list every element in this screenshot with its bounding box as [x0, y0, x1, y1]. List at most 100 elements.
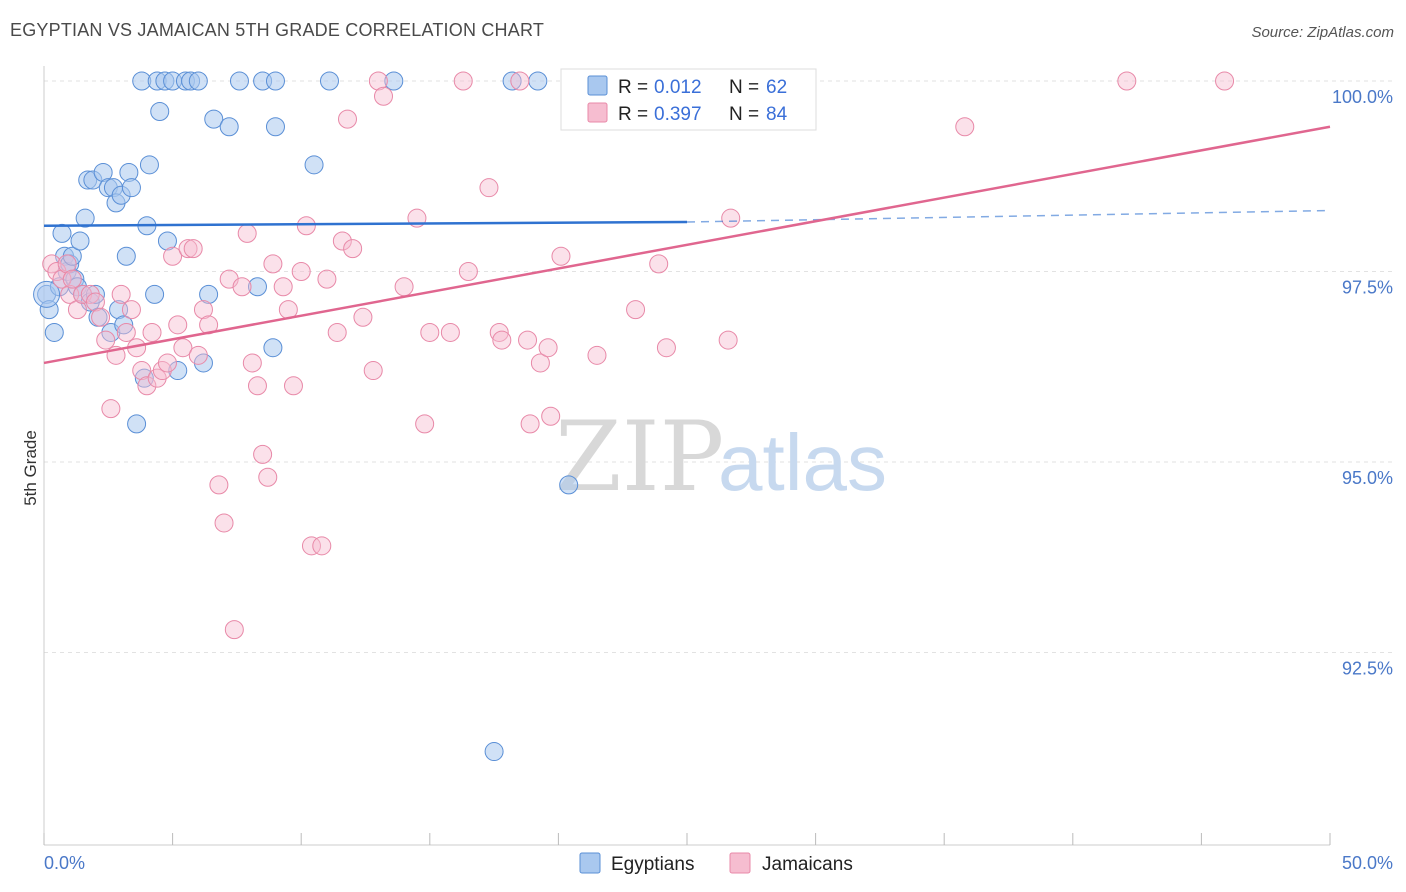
jamaican-point-5 [62, 269, 82, 289]
jamaican-point-76 [587, 345, 607, 365]
egyptians-points [33, 71, 579, 762]
legend-r-label-egyptians: R = [618, 77, 648, 98]
egyptian-point-2 [44, 322, 64, 342]
jamaican-point-67 [489, 322, 509, 342]
jamaican-point-61 [415, 414, 435, 434]
jamaican-point-36 [232, 277, 252, 297]
jamaican-point-6 [67, 300, 87, 320]
egyptian-point-48 [219, 117, 239, 137]
egyptian-point-46 [199, 284, 219, 304]
egyptian-point-37 [150, 101, 170, 121]
jamaican-point-29 [188, 345, 208, 365]
jamaican-point-38 [242, 353, 262, 373]
bottom-legend-egyptians: Egyptians [611, 854, 694, 875]
egyptian-point-26 [114, 315, 134, 335]
jamaican-point-28 [183, 239, 203, 259]
jamaican-point-45 [283, 376, 303, 396]
legend-swatch-egyptians [587, 75, 608, 96]
jamaican-point-70 [518, 330, 538, 350]
jamaican-point-77 [626, 300, 646, 320]
jamaican-point-25 [168, 315, 188, 335]
trend-lines [43, 125, 1331, 365]
y-tick-label-2: 97.5% [1342, 278, 1393, 298]
egyptian-point-34 [139, 155, 159, 175]
jamaican-point-49 [312, 536, 332, 556]
jamaican-point-33 [214, 513, 234, 533]
bottom-legend: Egyptians Jamaicans [579, 852, 853, 875]
jamaican-point-46 [291, 262, 311, 281]
egyptian-point-44 [188, 71, 208, 91]
egyptian-point-35 [145, 284, 165, 304]
legend-r-label-jamaicans: R = [618, 104, 648, 125]
jamaican-point-14 [111, 284, 131, 304]
jamaican-point-69 [510, 71, 530, 91]
jamaican-point-23 [157, 353, 177, 373]
bottom-legend-jamaicans: Jamaicans [762, 854, 853, 875]
egyptian-point-30 [127, 414, 147, 434]
axes [43, 66, 1331, 846]
jamaican-point-18 [132, 361, 152, 381]
jamaican-point-26 [173, 338, 193, 358]
jamaican-point-20 [142, 322, 162, 342]
bottom-legend-swatch-jamaicans [729, 852, 751, 874]
source-label: Source: ZipAtlas.com [1251, 24, 1394, 41]
watermark-atlas: atlas [718, 418, 887, 507]
y-tick-label-1: 95.0% [1342, 468, 1393, 488]
jamaican-point-15 [116, 322, 136, 342]
jamaican-point-10 [91, 307, 111, 327]
bottom-legend-swatch-egyptians [579, 852, 601, 874]
jamaican-point-72 [530, 353, 550, 373]
jamaican-point-41 [258, 467, 278, 487]
jamaicans-points [42, 71, 1235, 640]
egyptian-point-56 [319, 71, 339, 91]
egyptian-point-60 [528, 71, 548, 91]
jamaican-point-56 [363, 361, 383, 381]
egyptian-point-11 [70, 231, 90, 251]
jamaican-point-78 [649, 254, 669, 274]
jamaican-point-85 [1215, 71, 1235, 91]
jamaican-point-27 [178, 239, 198, 259]
jamaican-point-50 [317, 269, 337, 289]
jamaican-point-66 [479, 178, 499, 198]
jamaican-point-58 [374, 86, 394, 106]
jamaican-point-47 [296, 216, 316, 236]
jamaican-point-57 [368, 71, 388, 91]
jamaican-point-73 [538, 338, 558, 358]
egyptian-point-47 [204, 109, 224, 129]
egyptian-point-55 [304, 155, 324, 175]
jamaican-point-32 [209, 475, 229, 495]
jamaican-point-19 [137, 376, 157, 396]
jamaican-point-3 [57, 254, 77, 274]
jamaican-point-82 [721, 208, 741, 228]
y-tick-label-3: 100.0% [1332, 87, 1393, 107]
jamaican-point-59 [394, 277, 414, 297]
jamaican-point-35 [224, 620, 244, 640]
egyptian-point-52 [263, 338, 283, 358]
chart-title: EGYPTIAN VS JAMAICAN 5TH GRADE CORRELATI… [10, 20, 545, 40]
egyptian-point-4 [52, 223, 72, 243]
legend-n-value-egyptians: 62 [766, 77, 787, 98]
top-legend: R = 0.012 N = 62 R = 0.397 N = 84 [560, 68, 817, 131]
jamaican-point-11 [96, 330, 116, 350]
jamaican-point-84 [1117, 71, 1137, 91]
egyptian-point-57 [384, 71, 404, 91]
jamaican-point-74 [541, 406, 561, 426]
jamaican-point-63 [440, 322, 460, 342]
jamaican-point-54 [343, 239, 363, 259]
y-tick-label-0: 92.5% [1342, 659, 1393, 679]
egyptians-trend-line [43, 220, 688, 228]
watermark: ZIP atlas [555, 401, 887, 513]
legend-n-value-jamaicans: 84 [766, 104, 788, 125]
y-axis-label: 5th Grade [21, 430, 40, 506]
jamaican-point-68 [492, 330, 512, 350]
jamaican-point-53 [337, 109, 357, 129]
legend-r-value-jamaicans: 0.397 [654, 104, 702, 125]
egyptian-point-49 [229, 71, 249, 91]
jamaican-point-65 [458, 262, 478, 281]
jamaican-point-51 [327, 322, 347, 342]
jamaican-point-52 [332, 231, 352, 251]
jamaican-point-16 [121, 300, 141, 320]
jamaican-point-80 [718, 330, 738, 350]
jamaican-point-24 [163, 246, 183, 266]
egyptian-point-61 [559, 475, 579, 495]
